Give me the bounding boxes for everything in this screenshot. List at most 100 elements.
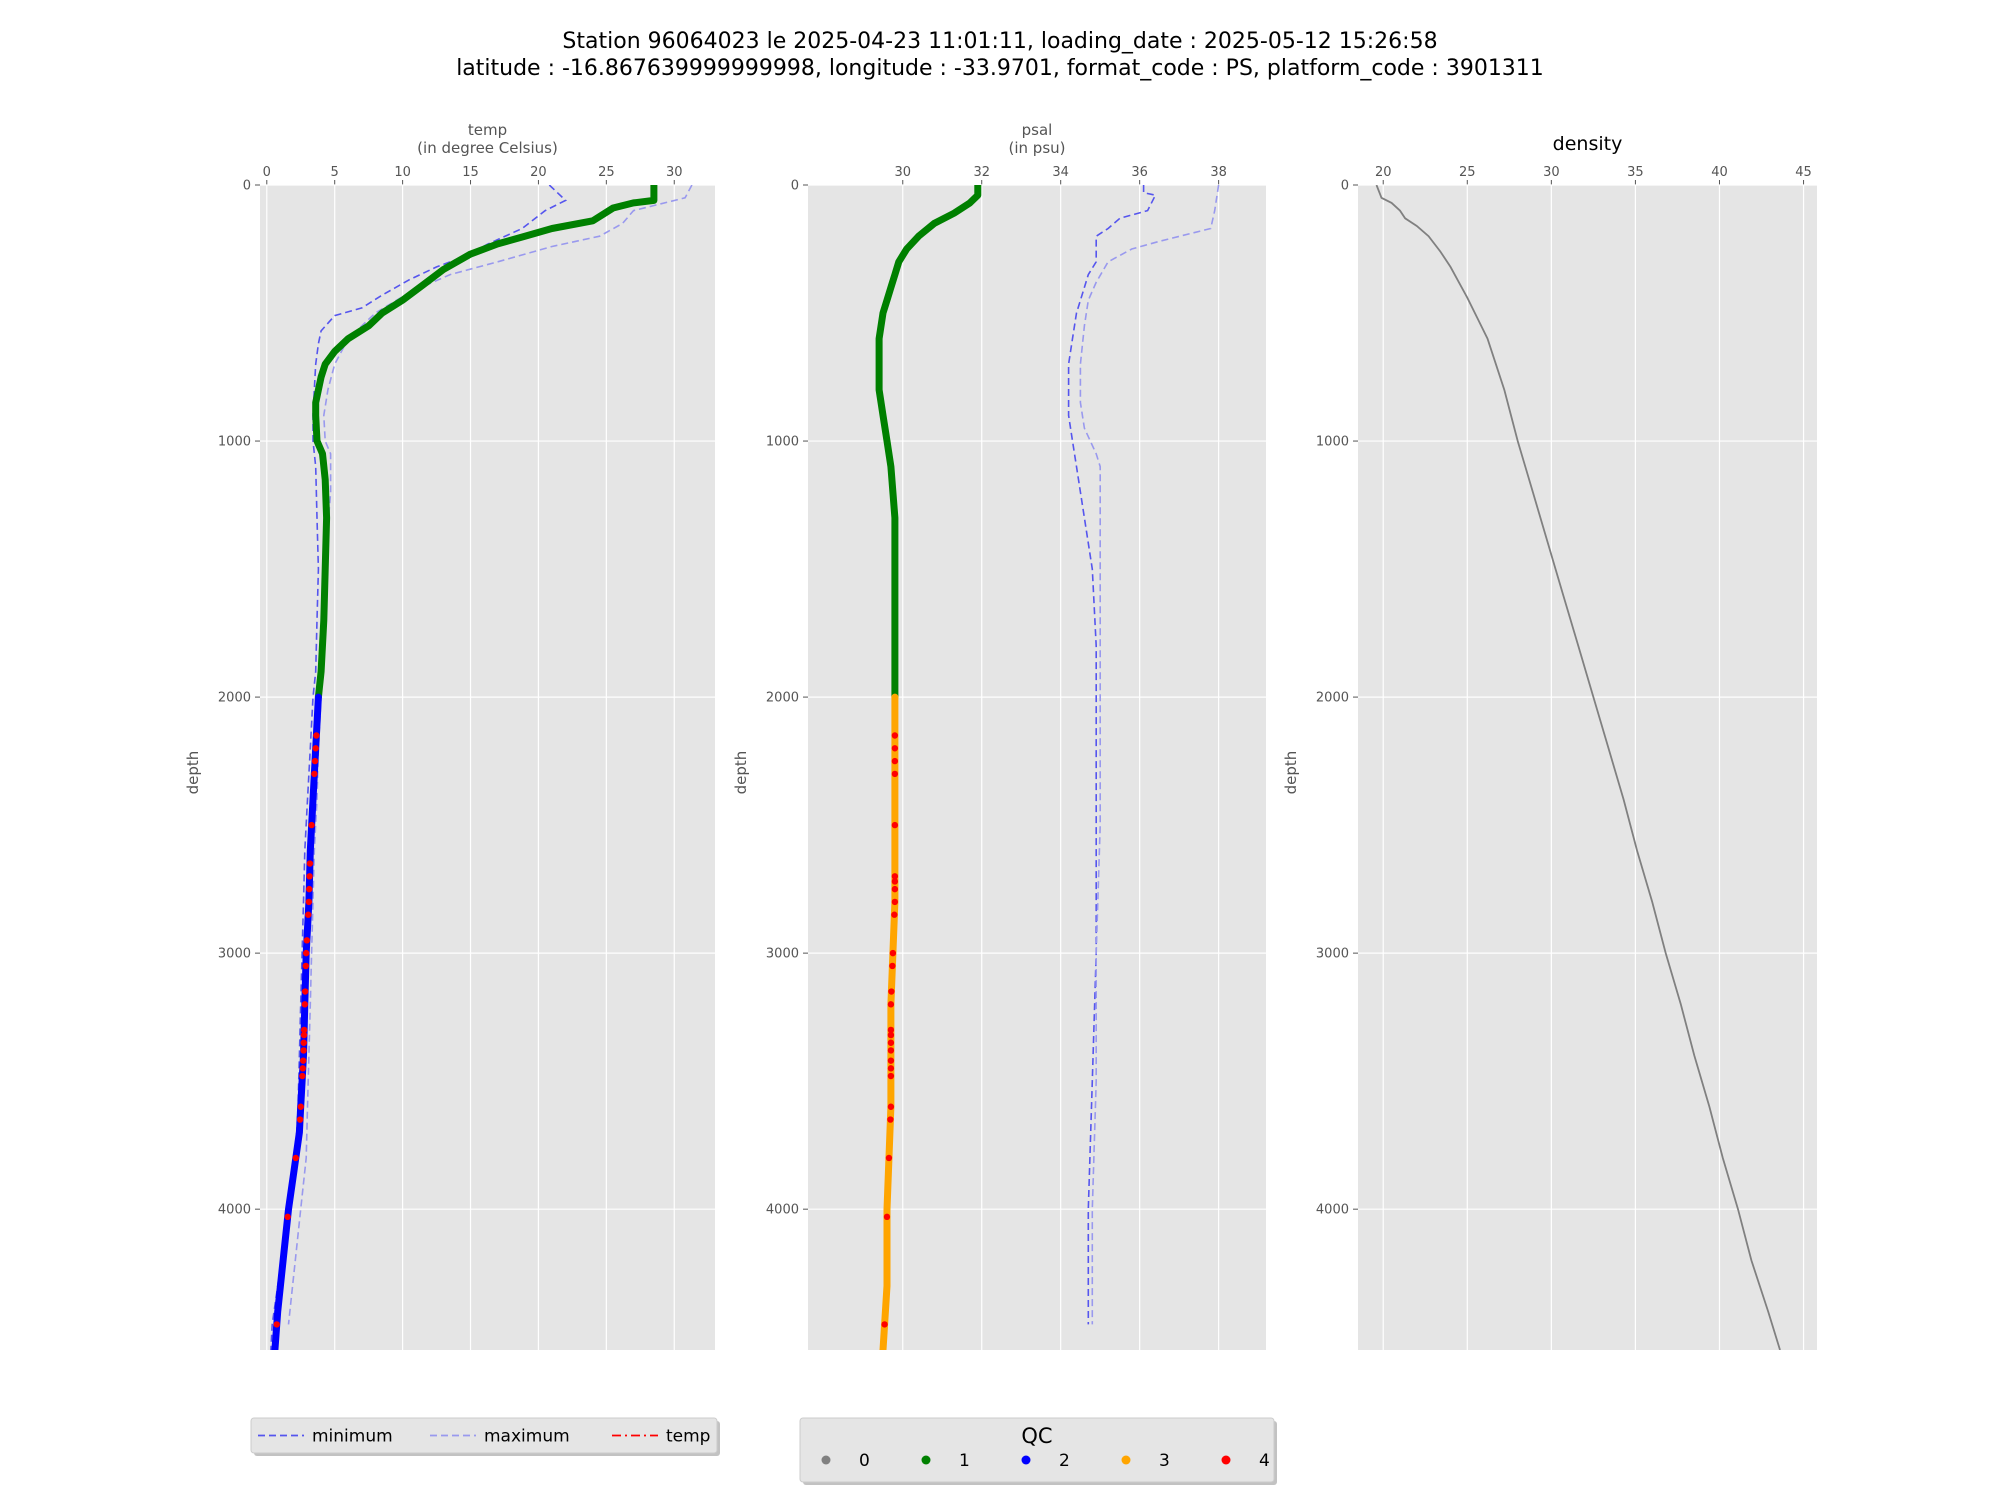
qc4-point [888,988,895,995]
y-tick-label: 4000 [766,1203,799,1218]
legend-dot-qc0 [821,1455,831,1465]
qc4-point [306,860,314,867]
qc4-point [313,732,320,739]
legend-label-qc0: 0 [859,1451,870,1471]
qc4-point [889,962,896,970]
qc4-point [299,1072,306,1080]
qc4-point [891,757,899,765]
qc4-point [300,1039,308,1046]
qc4-point [301,988,309,995]
x-tick-label: 30 [666,165,683,180]
qc4-point [312,745,319,752]
qc4-point [887,1031,895,1039]
x-axis-label: (in degree Celsius) [417,139,558,157]
y-tick-label: 2000 [766,691,799,706]
qc4-point [891,911,898,918]
legend-qc: QC 0 1 2 3 4 [799,1417,1277,1485]
y-tick-label: 1000 [766,435,799,450]
figure-title-line1: Station 96064023 le 2025-04-23 11:01:11,… [562,29,1437,54]
legend-label-maximum: maximum [484,1427,570,1447]
qc4-point [292,1154,299,1162]
qc4-point [302,962,310,970]
panel-3: 20 25 30 35 40 45 0 1000 2000 3000 4000 density dept… [1282,133,1817,1350]
y-axis-label: depth [184,751,202,795]
qc4-point [300,1031,308,1039]
panel-1: 0 5 10 15 20 25 30 0 1000 2000 3000 4000 temp(in deg… [184,121,715,1350]
x-tick-label: 25 [1459,165,1476,180]
qc4-point [305,898,313,906]
legend-label-temp: temp [666,1427,710,1447]
legend-label-minimum: minimum [312,1427,393,1447]
qc4-point [891,898,899,906]
legend-dot-qc2 [1021,1455,1031,1465]
series-group [270,185,693,1350]
qc4-point [296,1116,304,1123]
y-tick-label: 2000 [1316,691,1349,706]
series-psal_qc3 [879,693,899,1350]
x-tick-label: 5 [331,165,339,180]
legend-title: QC [1021,1424,1052,1448]
y-axis-label: depth [732,751,750,795]
legend-label-qc4: 4 [1259,1451,1270,1471]
series-group [1375,185,1781,1350]
series-maximum [1079,185,1220,1325]
x-axis-label: psal [1022,121,1053,139]
x-tick-label: 35 [1627,165,1644,180]
figure-title-line2: latitude : -16.867639999999998, longitud… [456,56,1544,81]
qc4-point [887,1047,895,1054]
qc4-point [300,1026,308,1034]
qc4-point [891,885,899,893]
x-tick-label: 20 [1375,165,1392,180]
y-tick-label: 3000 [1316,947,1349,962]
x-tick-label: 38 [1210,165,1227,180]
qc4-point [887,1072,895,1080]
qc4-point [299,1057,307,1064]
qc4-point [887,1057,895,1064]
legend-label-qc2: 2 [1059,1451,1070,1471]
y-tick-label: 0 [243,179,251,194]
series-temp_qc2 [271,693,322,1350]
qc4-point [300,1047,307,1054]
panel-2: 30 32 34 36 38 0 1000 2000 3000 4000 psal(in psu) d… [732,121,1266,1350]
qc4-point [284,1213,291,1221]
qc4-point [303,937,311,944]
y-tick-label: 4000 [1316,1203,1349,1218]
qc4-point [305,911,312,918]
x-tick-label: 30 [894,165,911,180]
qc4-point [297,1103,304,1110]
series-temp_qc1 [312,185,658,701]
y-tick-label: 1000 [218,435,251,450]
qc4-point [887,1116,894,1123]
qc4-point [306,873,313,880]
x-tick-label: 45 [1795,165,1812,180]
qc4-point [891,878,899,885]
x-tick-label: 25 [598,165,615,180]
x-axis-label: (in psu) [1009,139,1066,157]
panel-title: density [1553,133,1623,155]
legend-label-qc3: 3 [1159,1451,1170,1471]
qc4-point [273,1321,280,1328]
qc4-point [887,1039,895,1046]
qc4-point [891,745,899,752]
y-tick-label: 1000 [1316,435,1349,450]
y-tick-label: 2000 [218,691,251,706]
x-tick-label: 10 [394,165,411,180]
qc4-point [306,885,313,893]
y-tick-label: 0 [791,179,799,194]
qc4-point [883,1213,891,1221]
y-tick-label: 0 [1341,179,1349,194]
legend-label-qc1: 1 [959,1451,970,1471]
x-tick-label: 15 [462,165,479,180]
qc4-point [891,821,899,829]
series-density [1375,185,1781,1350]
x-tick-label: 36 [1131,165,1148,180]
legend-dot-qc3 [1121,1455,1131,1465]
qc4-point [301,1001,309,1008]
y-axis-label: depth [1282,751,1300,795]
x-tick-label: 40 [1711,165,1728,180]
series-psal_qc1 [875,185,982,701]
qc4-point [891,873,899,880]
panel-background [260,185,715,1350]
y-tick-label: 3000 [766,947,799,962]
